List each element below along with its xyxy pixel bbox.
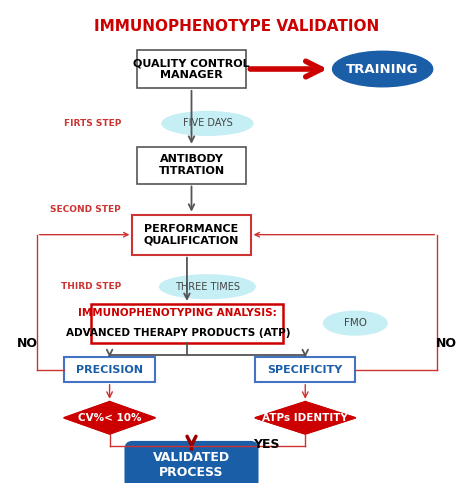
Ellipse shape	[333, 51, 433, 87]
FancyBboxPatch shape	[126, 442, 257, 489]
Text: FMO: FMO	[344, 318, 367, 328]
Text: YES: YES	[253, 438, 280, 451]
Text: CV%< 10%: CV%< 10%	[78, 413, 141, 423]
Text: IMMUNOPHENOTYPING ANALYSIS:: IMMUNOPHENOTYPING ANALYSIS:	[79, 308, 277, 318]
FancyBboxPatch shape	[137, 146, 246, 183]
Text: NO: NO	[17, 337, 38, 350]
Text: ADVANCED THERAPY PRODUCTS (ATP): ADVANCED THERAPY PRODUCTS (ATP)	[65, 328, 290, 338]
Text: VALIDATED
PROCESS: VALIDATED PROCESS	[153, 451, 230, 479]
FancyBboxPatch shape	[137, 50, 246, 88]
Polygon shape	[64, 402, 155, 434]
Text: ANTIBODY
TITRATION: ANTIBODY TITRATION	[158, 154, 225, 176]
FancyBboxPatch shape	[132, 214, 251, 255]
Text: ATPs IDENTITY: ATPs IDENTITY	[262, 413, 348, 423]
Text: QUALITY CONTROL
MANAGER: QUALITY CONTROL MANAGER	[133, 58, 250, 80]
Text: SPECIFICITY: SPECIFICITY	[268, 364, 343, 375]
Text: SECOND STEP: SECOND STEP	[50, 205, 121, 214]
FancyBboxPatch shape	[255, 357, 356, 382]
Text: FIRTS STEP: FIRTS STEP	[64, 119, 121, 128]
Text: TRAINING: TRAINING	[346, 63, 419, 75]
Ellipse shape	[160, 275, 255, 299]
Ellipse shape	[162, 111, 253, 135]
Text: THREE TIMES: THREE TIMES	[175, 282, 240, 292]
Text: PERFORMANCE
QUALIFICATION: PERFORMANCE QUALIFICATION	[144, 224, 239, 246]
Text: IMMUNOPHENOTYPE VALIDATION: IMMUNOPHENOTYPE VALIDATION	[94, 19, 380, 34]
Text: THIRD STEP: THIRD STEP	[61, 282, 121, 291]
Polygon shape	[255, 402, 356, 434]
Text: FIVE DAYS: FIVE DAYS	[182, 118, 232, 129]
FancyBboxPatch shape	[64, 357, 155, 382]
Ellipse shape	[323, 312, 387, 335]
Text: NO: NO	[436, 337, 457, 350]
Text: PRECISION: PRECISION	[76, 364, 143, 375]
FancyBboxPatch shape	[91, 304, 283, 343]
